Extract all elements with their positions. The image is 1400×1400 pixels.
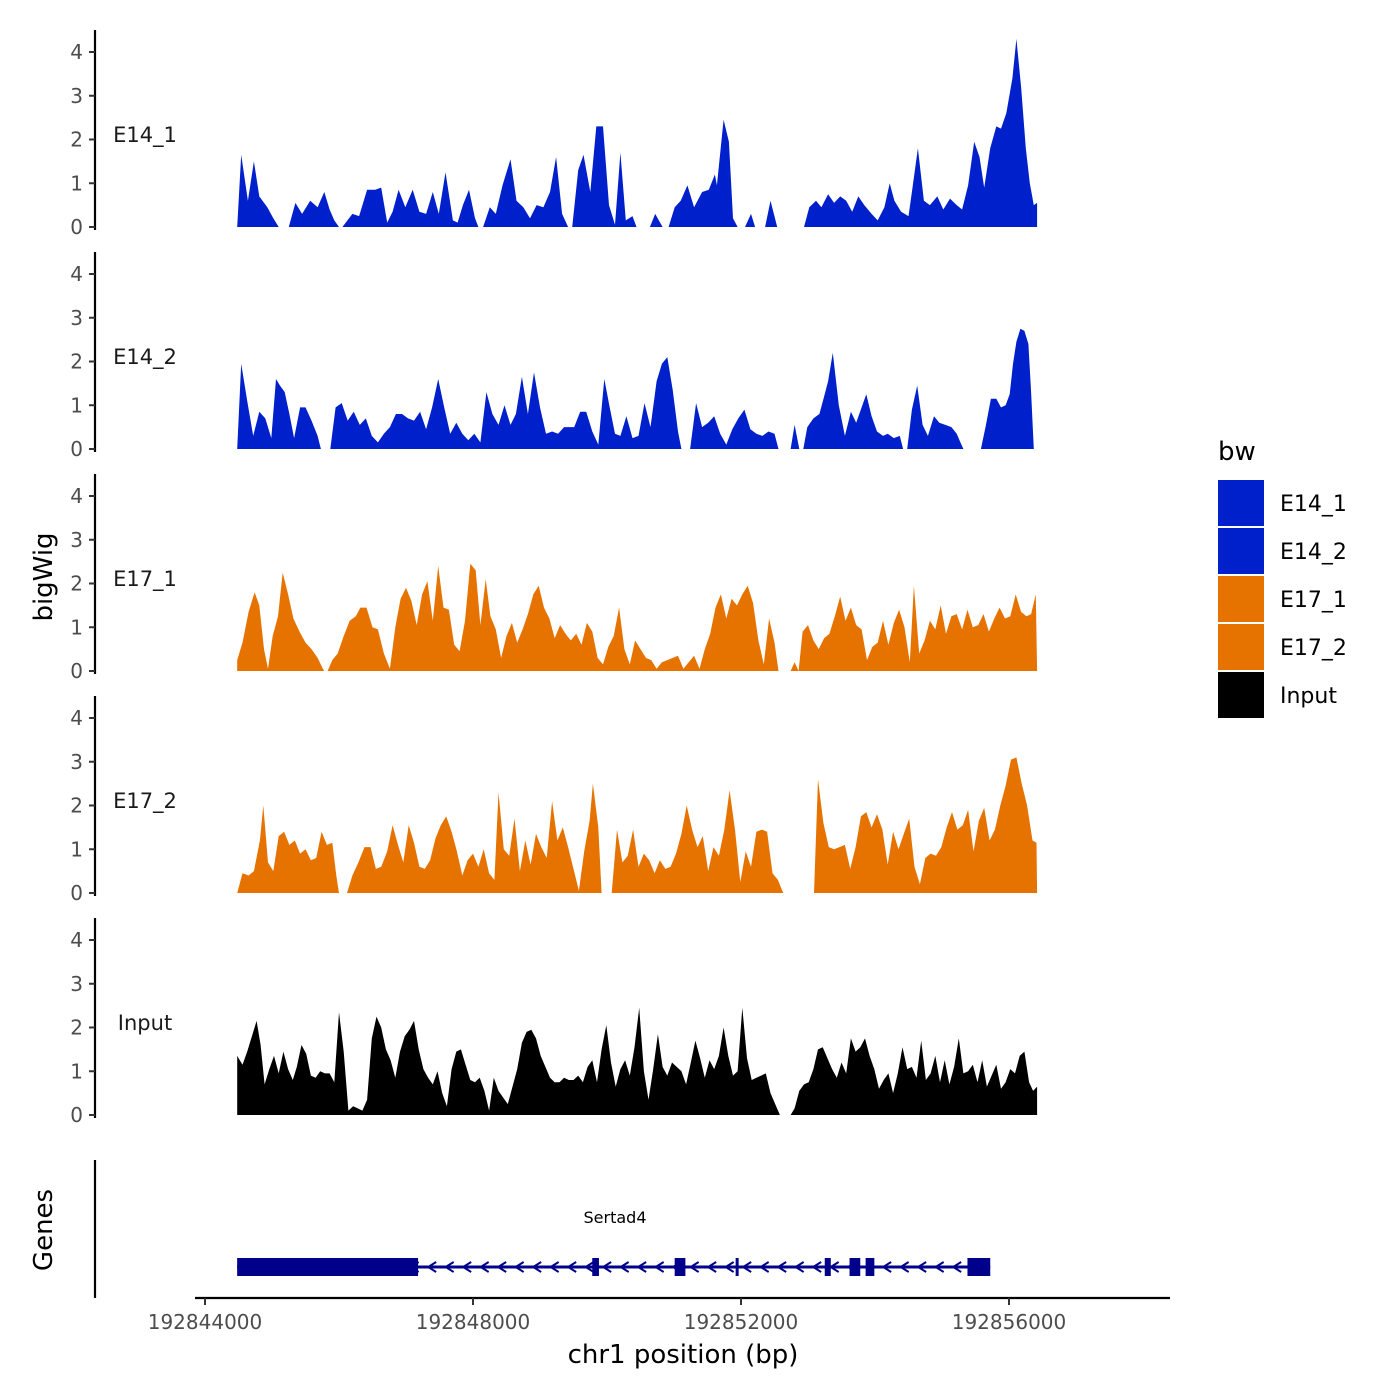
strand-arrow xyxy=(426,1261,437,1273)
strand-arrow xyxy=(688,1261,700,1273)
gene-exon xyxy=(865,1258,875,1276)
strand-arrow xyxy=(618,1261,630,1273)
y-tick-label: 2 xyxy=(70,1016,83,1040)
y-tick-label: 4 xyxy=(70,928,83,952)
coverage-area xyxy=(237,38,1038,228)
strand-arrow xyxy=(793,1261,805,1273)
legend-swatch xyxy=(1218,672,1264,718)
y-tick-label: 4 xyxy=(70,262,83,286)
legend-label: Input xyxy=(1280,684,1337,709)
strand-arrow xyxy=(951,1261,962,1273)
y-tick-label: 1 xyxy=(70,837,83,861)
y-tick-label: 4 xyxy=(70,40,83,64)
y-tick-label: 4 xyxy=(70,706,83,730)
y-tick-label: 3 xyxy=(70,84,83,108)
y-tick-label: 3 xyxy=(70,750,83,774)
strand-arrow xyxy=(653,1261,665,1273)
strand-arrow xyxy=(583,1261,595,1273)
track-input: 0 1 2 3 4 Input xyxy=(70,918,1038,1127)
track-e17-1: 0 1 2 3 4 E17_1 xyxy=(70,474,1038,683)
y-tick-label: 0 xyxy=(70,215,83,239)
strand-arrow xyxy=(513,1261,525,1273)
y-tick-label: 2 xyxy=(70,572,83,596)
y-tick-label: 0 xyxy=(70,881,83,905)
coverage-area xyxy=(237,328,1038,449)
strand-arrow xyxy=(548,1261,560,1273)
gene-exon xyxy=(592,1258,599,1276)
genes-panel: Sertad4 xyxy=(93,1160,991,1298)
y-axis-title: bigWig xyxy=(29,532,59,621)
gene-exon xyxy=(237,1258,419,1276)
gene-exon xyxy=(674,1258,686,1276)
y-tick-label: 2 xyxy=(70,794,83,818)
y-tick-label: 0 xyxy=(70,1103,83,1127)
coverage-area xyxy=(237,1007,1038,1115)
gene-exon xyxy=(735,1258,739,1276)
strand-arrow xyxy=(461,1261,472,1273)
gene-exon xyxy=(849,1258,861,1276)
strand-arrow xyxy=(758,1261,770,1273)
strand-arrow xyxy=(496,1261,507,1273)
track-e14-1: 0 1 2 3 4 E14_1 xyxy=(70,30,1038,239)
gene-exon xyxy=(967,1258,991,1276)
strand-arrow xyxy=(811,1261,822,1273)
legend-swatch xyxy=(1218,624,1264,670)
legend-label: E17_1 xyxy=(1280,588,1347,613)
y-tick-label: 3 xyxy=(70,528,83,552)
track-label: Input xyxy=(118,1011,172,1035)
x-axis-title: chr1 position (bp) xyxy=(568,1340,799,1370)
x-tick-label: 192848000 xyxy=(416,1310,531,1334)
legend: bw E14_1 E14_2 E17_1 E17_2 Input xyxy=(1218,437,1347,718)
coverage-area xyxy=(237,563,1038,671)
y-tick-label: 1 xyxy=(70,393,83,417)
strand-arrow xyxy=(776,1261,787,1273)
y-tick-label: 1 xyxy=(70,615,83,639)
strand-arrow xyxy=(898,1261,910,1273)
strand-arrow xyxy=(531,1261,542,1273)
x-axis: 192844000 192848000 192852000 192856000 xyxy=(148,1296,1170,1334)
track-e14-2: 0 1 2 3 4 E14_2 xyxy=(70,252,1038,461)
strand-arrow xyxy=(636,1261,647,1273)
strand-arrow xyxy=(601,1261,612,1273)
strand-arrow xyxy=(933,1261,945,1273)
strand-arrow xyxy=(478,1261,490,1273)
track-label: E17_1 xyxy=(113,567,177,592)
y-tick-label: 1 xyxy=(70,171,83,195)
y-tick-label: 4 xyxy=(70,484,83,508)
strand-arrow xyxy=(706,1261,717,1273)
strand-arrow xyxy=(443,1261,455,1273)
gene-name-label: Sertad4 xyxy=(584,1208,647,1227)
genes-axis-title: Genes xyxy=(29,1189,59,1271)
track-e17-2: 0 1 2 3 4 E17_2 xyxy=(70,696,1038,905)
legend-label: E14_2 xyxy=(1280,540,1347,565)
legend-swatch xyxy=(1218,576,1264,622)
coverage-area xyxy=(237,757,1038,893)
legend-title: bw xyxy=(1218,437,1256,467)
y-tick-label: 0 xyxy=(70,659,83,683)
track-label: E14_2 xyxy=(113,345,177,370)
track-label: E14_1 xyxy=(113,123,177,148)
legend-label: E14_1 xyxy=(1280,492,1347,517)
x-tick-label: 192856000 xyxy=(952,1310,1067,1334)
y-tick-label: 3 xyxy=(70,972,83,996)
x-tick-label: 192844000 xyxy=(148,1310,263,1334)
strand-arrow xyxy=(566,1261,577,1273)
strand-arrow xyxy=(881,1261,892,1273)
strand-arrow xyxy=(741,1261,752,1273)
legend-swatch xyxy=(1218,480,1264,526)
y-tick-label: 2 xyxy=(70,128,83,152)
track-label: E17_2 xyxy=(113,789,177,814)
strand-arrow xyxy=(723,1261,735,1273)
y-tick-label: 1 xyxy=(70,1059,83,1083)
x-tick-label: 192852000 xyxy=(684,1310,799,1334)
strand-arrow xyxy=(916,1261,927,1273)
y-tick-label: 0 xyxy=(70,437,83,461)
gene-exon xyxy=(824,1258,831,1276)
legend-label: E17_2 xyxy=(1280,636,1347,661)
y-tick-label: 2 xyxy=(70,350,83,374)
legend-swatch xyxy=(1218,528,1264,574)
y-tick-label: 3 xyxy=(70,306,83,330)
coverage-tracks: 0 1 2 3 4 E14_1 0 1 2 3 4 E14_2 0 1 2 3 4 E17_1 0 1 2 3 4 E17_2… xyxy=(70,30,1038,1127)
